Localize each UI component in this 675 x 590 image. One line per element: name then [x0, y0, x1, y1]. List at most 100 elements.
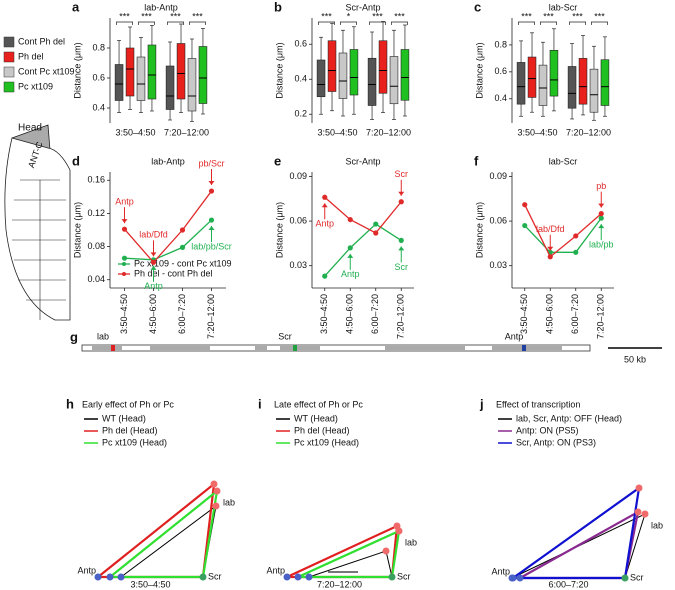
node-label: Scr — [397, 571, 411, 581]
box — [400, 49, 410, 101]
point — [373, 230, 379, 236]
x-tick-label: 6:00–7:20 — [570, 294, 580, 334]
panel-letter: i — [258, 396, 262, 411]
node-dot — [621, 574, 629, 582]
scale-label: 50 kb — [624, 354, 646, 364]
model-triangle — [106, 488, 219, 579]
chart-title: Scr-Antp — [345, 156, 380, 166]
y-axis-label: Distance (μm) — [274, 202, 284, 258]
point — [522, 222, 528, 229]
series-line — [324, 196, 402, 234]
legend-swatch — [3, 81, 15, 93]
point — [522, 202, 528, 208]
x-tick-label: 7:20–12:00 — [164, 127, 209, 137]
node-dot — [388, 573, 396, 581]
point — [547, 254, 553, 260]
chart-title: Scr-Antp — [345, 2, 380, 12]
y-tick-label: 0.6 — [92, 72, 105, 82]
annotation-arrowhead — [121, 219, 128, 224]
node-label: Scr — [208, 571, 222, 581]
model-title: Late effect of Ph or Pc — [274, 399, 363, 409]
legend-label: Antp: ON (PS5) — [516, 425, 579, 435]
box — [316, 59, 326, 98]
box — [187, 58, 197, 112]
legend-marker — [122, 272, 126, 276]
box — [349, 49, 359, 96]
box — [176, 43, 186, 100]
point — [121, 226, 128, 232]
annotation: lab/Dfd — [536, 224, 565, 234]
y-tick-label: 0.6 — [294, 39, 307, 49]
legend-label: Pc xt109 (Head) — [294, 437, 359, 447]
annotation-arrowhead — [598, 203, 605, 208]
series-line — [124, 219, 212, 261]
model-triangle — [286, 524, 399, 579]
significance-bracket — [540, 21, 557, 25]
legend-label: Ph del — [18, 51, 44, 61]
node-label: Antp — [266, 565, 285, 575]
panel-letter: d — [72, 153, 80, 168]
y-tick-label: 0.16 — [87, 175, 105, 185]
legend-label: Cont Pc xt109 — [18, 66, 75, 76]
head-label: Head — [18, 123, 42, 134]
box — [527, 56, 537, 98]
significance-bracket — [518, 21, 535, 25]
box — [600, 59, 610, 106]
significance-label: *** — [141, 11, 152, 21]
series-line — [524, 204, 602, 258]
annotation: Antp — [341, 269, 360, 279]
significance-label: *** — [372, 11, 383, 21]
annotation: pb — [596, 181, 606, 191]
box — [567, 66, 577, 109]
legend-label: Ph del (Head) — [102, 425, 158, 435]
x-tick-label: 4:50–6:00 — [345, 294, 355, 334]
box — [516, 62, 526, 105]
annotation-arrowhead — [347, 253, 354, 258]
significance-label: *** — [594, 11, 605, 21]
point — [398, 199, 404, 205]
y-tick-label: 0.09 — [289, 171, 307, 181]
point — [322, 194, 328, 200]
y-tick-label: 0.2 — [294, 109, 307, 119]
x-tick-label: 4:50–6:00 — [148, 294, 158, 334]
legend-marker — [122, 262, 126, 266]
annotation-arrowhead — [547, 246, 554, 251]
point — [598, 211, 604, 217]
node-dot — [213, 487, 221, 495]
annotation-arrowhead — [208, 181, 215, 186]
node-dot — [199, 573, 207, 581]
node-dot — [395, 527, 403, 535]
annotation-arrowhead — [208, 226, 215, 231]
point — [322, 273, 328, 279]
significance-bracket — [167, 21, 184, 25]
model-triangle — [94, 481, 216, 579]
x-tick-label: 7:20–12:00 — [566, 127, 611, 137]
significance-label: *** — [521, 11, 532, 21]
y-tick-label: 0.4 — [494, 93, 507, 103]
box — [338, 52, 348, 99]
annotation-arrowhead — [598, 224, 605, 229]
annotation-arrowhead — [398, 246, 405, 251]
legend-label: WT (Head) — [294, 413, 338, 423]
box — [378, 40, 388, 94]
x-tick-label: 7:20–12:00 — [206, 294, 216, 339]
point — [573, 233, 579, 239]
point — [347, 216, 353, 223]
y-tick-label: 0.4 — [294, 74, 307, 84]
gene-label: lab — [97, 331, 109, 341]
significance-bracket — [138, 21, 155, 25]
x-tick-label: 3:50–4:50 — [519, 294, 529, 334]
y-tick-label: 0.06 — [289, 215, 307, 225]
y-tick-label: 0.09 — [489, 171, 507, 181]
y-tick-label: 0.8 — [494, 39, 507, 49]
significance-label: * — [347, 11, 351, 21]
annotation: Antp — [315, 219, 334, 229]
node-dot — [635, 484, 643, 492]
annotation: lab/pb/Scr — [191, 241, 232, 251]
x-tick-label: 3:50–4:50 — [517, 127, 557, 137]
y-tick-label: 0.06 — [489, 215, 507, 225]
x-tick-label: 6:00–7:20 — [370, 294, 380, 334]
panel-letter: j — [479, 396, 484, 411]
legend-label: Pc xt109 — [18, 81, 53, 91]
annotation-arrowhead — [150, 265, 157, 270]
